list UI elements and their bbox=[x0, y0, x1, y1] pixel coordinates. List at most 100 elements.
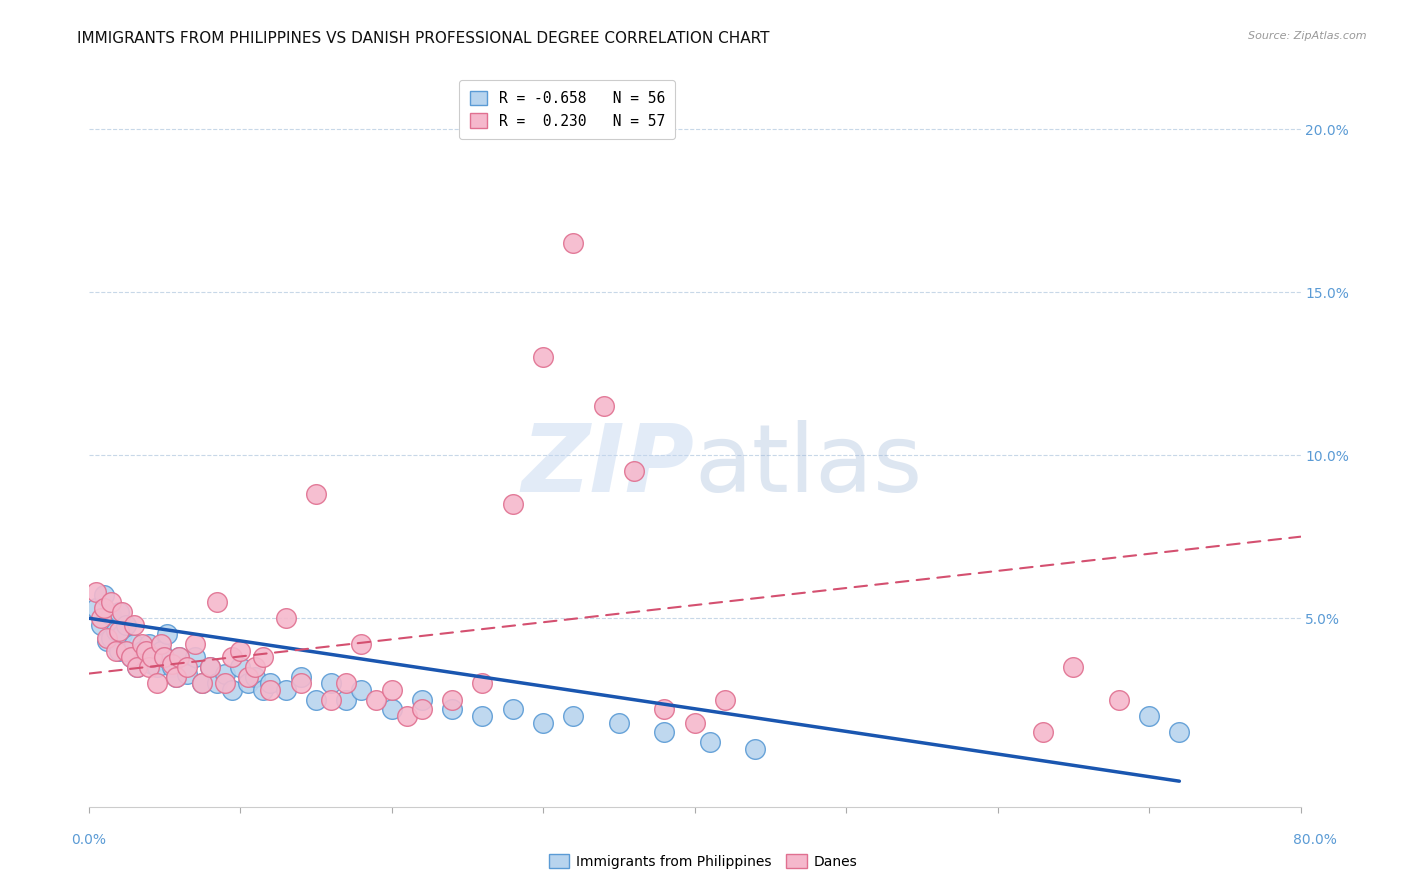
Point bbox=[198, 660, 221, 674]
Point bbox=[84, 585, 107, 599]
Point bbox=[245, 660, 267, 674]
Text: IMMIGRANTS FROM PHILIPPINES VS DANISH PROFESSIONAL DEGREE CORRELATION CHART: IMMIGRANTS FROM PHILIPPINES VS DANISH PR… bbox=[77, 31, 770, 46]
Point bbox=[623, 465, 645, 479]
Point bbox=[207, 595, 229, 609]
Point bbox=[380, 702, 404, 716]
Point bbox=[441, 702, 464, 716]
Text: Source: ZipAtlas.com: Source: ZipAtlas.com bbox=[1249, 31, 1367, 41]
Point bbox=[502, 497, 524, 511]
Point bbox=[100, 607, 122, 622]
Point bbox=[141, 657, 163, 671]
Point bbox=[229, 644, 252, 658]
Point bbox=[183, 637, 205, 651]
Point bbox=[108, 624, 131, 639]
Point bbox=[1108, 692, 1130, 706]
Point bbox=[150, 637, 173, 651]
Point bbox=[1032, 725, 1054, 739]
Point bbox=[252, 682, 274, 697]
Point bbox=[259, 682, 281, 697]
Point bbox=[562, 236, 585, 251]
Point bbox=[411, 702, 433, 716]
Point bbox=[221, 682, 243, 697]
Point bbox=[562, 709, 585, 723]
Point bbox=[160, 660, 183, 674]
Point bbox=[319, 676, 342, 690]
Point bbox=[366, 692, 388, 706]
Point bbox=[744, 741, 766, 756]
Point bbox=[207, 676, 229, 690]
Point bbox=[115, 644, 138, 658]
Point bbox=[125, 660, 148, 674]
Point bbox=[138, 637, 160, 651]
Point bbox=[229, 660, 252, 674]
Point bbox=[120, 650, 142, 665]
Point bbox=[96, 634, 118, 648]
Point bbox=[169, 650, 191, 665]
Point bbox=[395, 709, 418, 723]
Point bbox=[198, 660, 221, 674]
Point bbox=[502, 702, 524, 716]
Legend: Immigrants from Philippines, Danes: Immigrants from Philippines, Danes bbox=[543, 848, 863, 874]
Point bbox=[183, 650, 205, 665]
Point bbox=[350, 637, 373, 651]
Point bbox=[100, 595, 122, 609]
Point bbox=[138, 660, 160, 674]
Point bbox=[274, 682, 297, 697]
Point bbox=[191, 676, 214, 690]
Point bbox=[135, 650, 157, 665]
Point bbox=[153, 650, 176, 665]
Point bbox=[683, 715, 706, 730]
Point bbox=[100, 631, 122, 645]
Point bbox=[305, 692, 328, 706]
Point bbox=[145, 660, 167, 674]
Point bbox=[259, 676, 281, 690]
Point bbox=[108, 605, 131, 619]
Point bbox=[93, 588, 115, 602]
Point bbox=[380, 682, 404, 697]
Point bbox=[441, 692, 464, 706]
Point bbox=[104, 644, 127, 658]
Point bbox=[191, 676, 214, 690]
Point bbox=[115, 617, 138, 632]
Legend: R = -0.658   N = 56, R =  0.230   N = 57: R = -0.658 N = 56, R = 0.230 N = 57 bbox=[460, 80, 675, 139]
Point bbox=[176, 666, 198, 681]
Point bbox=[319, 692, 342, 706]
Point bbox=[122, 637, 145, 651]
Point bbox=[120, 650, 142, 665]
Point bbox=[125, 660, 148, 674]
Point bbox=[531, 351, 554, 365]
Point bbox=[290, 676, 312, 690]
Text: 0.0%: 0.0% bbox=[72, 833, 105, 847]
Point bbox=[108, 644, 131, 658]
Point bbox=[214, 676, 236, 690]
Text: atlas: atlas bbox=[695, 419, 922, 512]
Point bbox=[592, 399, 614, 413]
Point bbox=[305, 487, 328, 501]
Point bbox=[245, 670, 267, 684]
Point bbox=[150, 644, 173, 658]
Point bbox=[531, 715, 554, 730]
Point bbox=[335, 692, 357, 706]
Point bbox=[145, 676, 167, 690]
Point bbox=[90, 611, 112, 625]
Point bbox=[165, 670, 187, 684]
Point bbox=[131, 637, 153, 651]
Point bbox=[111, 627, 134, 641]
Point bbox=[252, 650, 274, 665]
Point bbox=[652, 702, 675, 716]
Point bbox=[236, 670, 259, 684]
Point bbox=[122, 617, 145, 632]
Point bbox=[652, 725, 675, 739]
Text: ZIP: ZIP bbox=[522, 419, 695, 512]
Point bbox=[1168, 725, 1191, 739]
Point bbox=[131, 644, 153, 658]
Point bbox=[93, 601, 115, 615]
Point bbox=[141, 650, 163, 665]
Point bbox=[135, 644, 157, 658]
Point bbox=[290, 670, 312, 684]
Point bbox=[274, 611, 297, 625]
Point bbox=[104, 624, 127, 639]
Point bbox=[153, 650, 176, 665]
Point bbox=[411, 692, 433, 706]
Point bbox=[1062, 660, 1084, 674]
